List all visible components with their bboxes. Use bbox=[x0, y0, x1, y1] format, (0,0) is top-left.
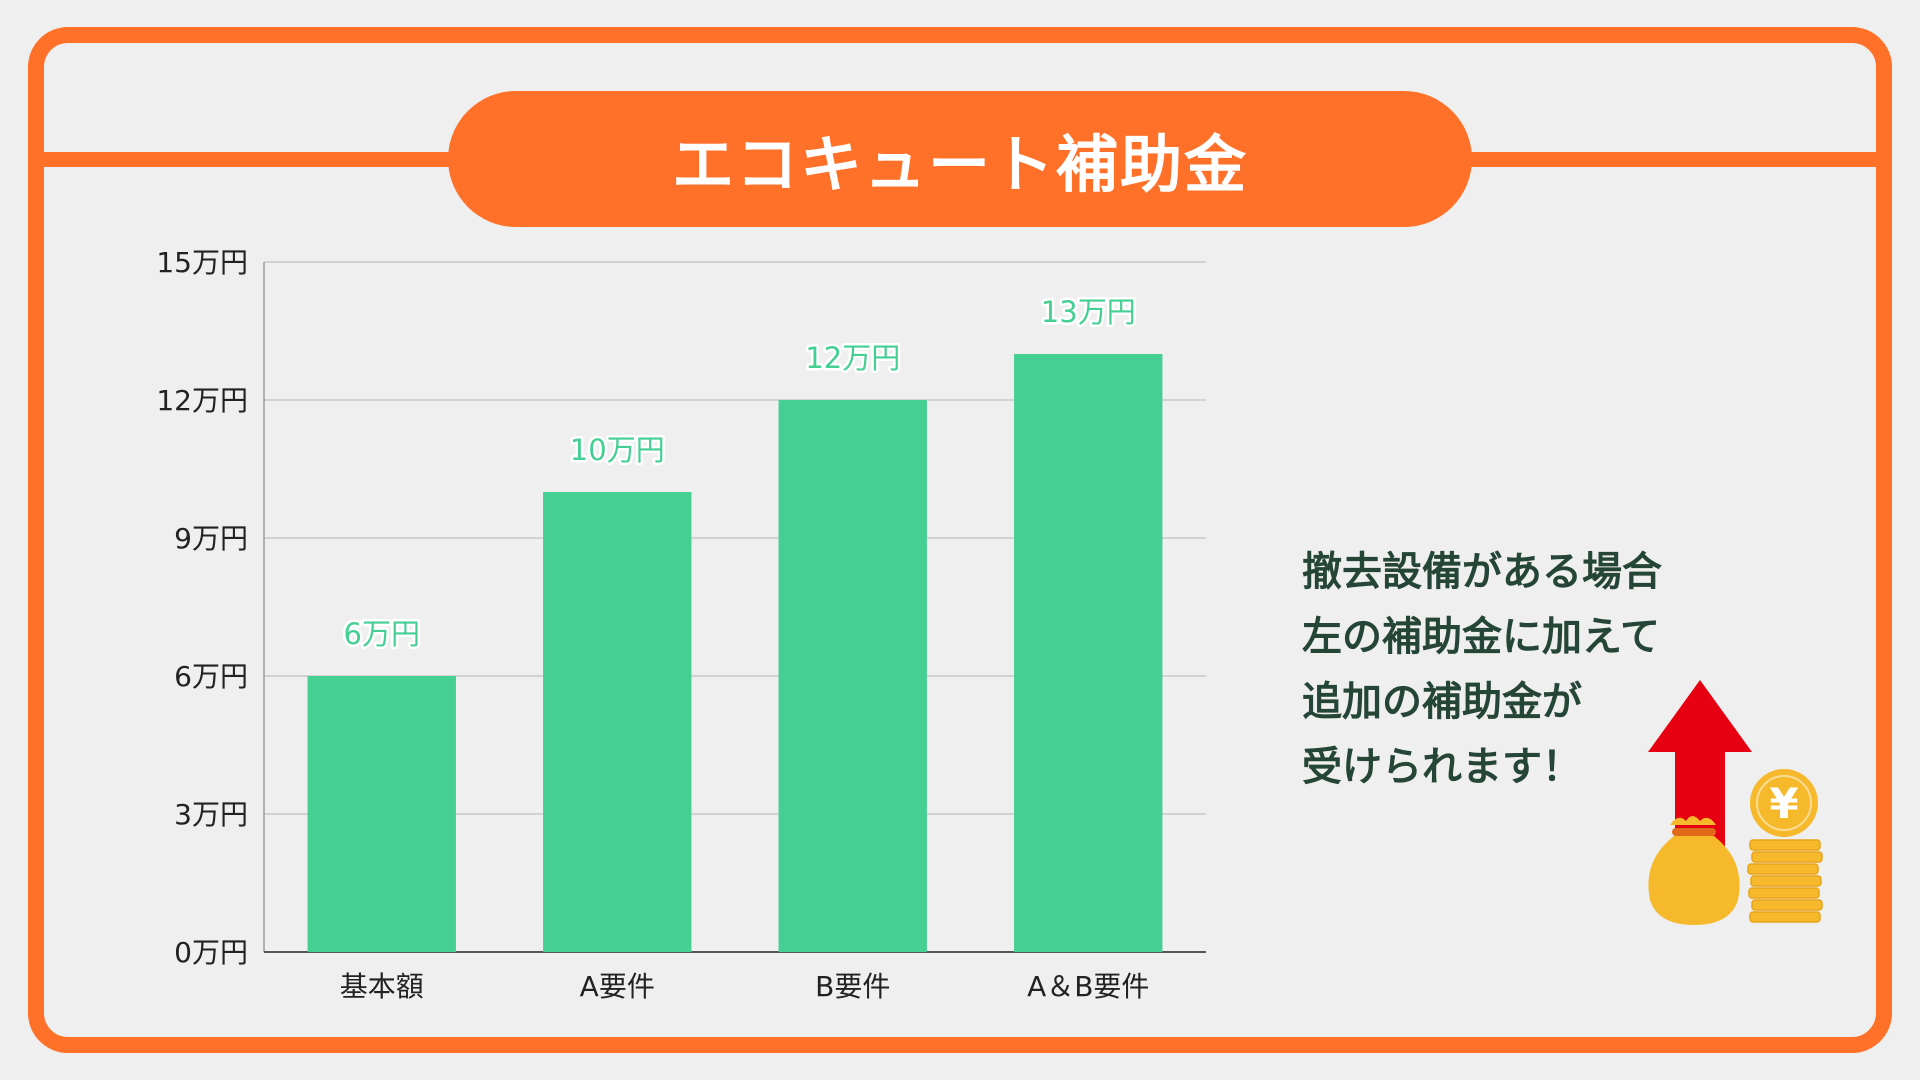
bar bbox=[1014, 354, 1163, 952]
y-tick-label: 3万円 bbox=[174, 798, 248, 831]
bar-value-label: 12万円 bbox=[805, 341, 900, 375]
bar bbox=[307, 676, 456, 952]
y-tick-label: 15万円 bbox=[156, 246, 248, 279]
x-category-label: B要件 bbox=[815, 970, 890, 1003]
title-banner: エコキュート補助金 bbox=[448, 91, 1472, 227]
bar bbox=[778, 400, 927, 952]
bar bbox=[543, 492, 692, 952]
info-note: 撤去設備がある場合 左の補助金に加えて 追加の補助金が 受けられます！ bbox=[1302, 540, 1742, 800]
yen-coin-icon: ¥ bbox=[1750, 769, 1818, 837]
page-title: エコキュート補助金 bbox=[671, 128, 1248, 201]
x-category-label: A要件 bbox=[580, 970, 655, 1003]
money-increase-illustration: ¥ bbox=[1648, 680, 1823, 925]
coin-stack-icon bbox=[1747, 839, 1823, 923]
money-bag-icon bbox=[1648, 816, 1740, 925]
x-category-label: A＆B要件 bbox=[1027, 970, 1149, 1003]
bar-value-label: 10万円 bbox=[570, 433, 665, 467]
note-line: 左の補助金に加えて bbox=[1302, 614, 1660, 660]
note-line: 追加の補助金が bbox=[1302, 679, 1582, 725]
y-tick-label: 6万円 bbox=[174, 660, 248, 693]
y-tick-label: 0万円 bbox=[174, 936, 248, 969]
bar-value-label: 6万円 bbox=[344, 617, 420, 651]
x-category-label: 基本額 bbox=[340, 970, 424, 1003]
yen-symbol: ¥ bbox=[1769, 779, 1798, 828]
up-arrow-icon bbox=[1648, 680, 1752, 915]
bar-value-label: 13万円 bbox=[1041, 295, 1136, 329]
y-tick-label: 9万円 bbox=[174, 522, 248, 555]
note-line: 撤去設備がある場合 bbox=[1302, 549, 1662, 595]
y-tick-label: 12万円 bbox=[156, 384, 248, 417]
note-line: 受けられます！ bbox=[1302, 744, 1582, 790]
